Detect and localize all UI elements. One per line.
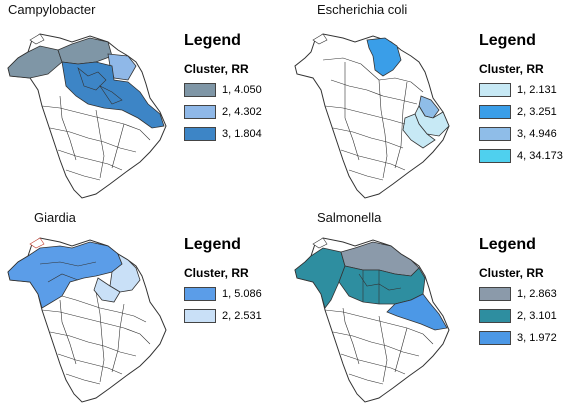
map-panel-campylobacter: Campylobacter Legend Cluster, RR 1, 4.05… bbox=[0, 0, 283, 204]
legend-swatch bbox=[479, 287, 511, 301]
legend-label: 3, 1.972 bbox=[517, 332, 557, 344]
legend-item: 3, 1.804 bbox=[184, 124, 262, 144]
legend-swatch bbox=[184, 127, 216, 141]
legend-label: 1, 2.863 bbox=[517, 288, 557, 300]
legend-swatch bbox=[479, 331, 511, 345]
legend-item: 3, 1.972 bbox=[479, 328, 557, 348]
legend-label: 2, 2.531 bbox=[222, 310, 262, 322]
legend-item: 2, 3.101 bbox=[479, 306, 557, 326]
legend-label: 3, 4.946 bbox=[517, 128, 557, 140]
legend-subtitle: Cluster, RR bbox=[184, 62, 249, 76]
map-panel-giardia: Giardia Legend Cluster, RR 1, 5.086 2, 2… bbox=[0, 204, 283, 408]
legend-swatch bbox=[184, 83, 216, 97]
legend-label: 1, 2.131 bbox=[517, 84, 557, 96]
legend-item: 1, 5.086 bbox=[184, 284, 262, 304]
panel-title: Giardia bbox=[34, 210, 76, 225]
panel-title: Escherichia coli bbox=[317, 2, 408, 17]
legend-subtitle: Cluster, RR bbox=[479, 266, 544, 280]
legend-label: 1, 4.050 bbox=[222, 84, 262, 96]
legend-swatch bbox=[479, 105, 511, 119]
region-map bbox=[294, 237, 450, 403]
legend-item: 2, 3.251 bbox=[479, 102, 563, 122]
legend-swatch bbox=[184, 287, 216, 301]
legend-label: 2, 4.302 bbox=[222, 106, 262, 118]
legend-swatch bbox=[184, 105, 216, 119]
legend-label: 2, 3.251 bbox=[517, 106, 557, 118]
region-map bbox=[7, 33, 167, 199]
legend-item: 2, 4.302 bbox=[184, 102, 262, 122]
region-map bbox=[294, 33, 450, 199]
legend-swatch bbox=[479, 149, 511, 163]
legend-label: 2, 3.101 bbox=[517, 310, 557, 322]
legend-item: 4, 34.173 bbox=[479, 146, 563, 166]
region-cluster-3 bbox=[61, 61, 165, 129]
legend-items: 1, 2.863 2, 3.101 3, 1.972 bbox=[479, 284, 557, 350]
legend-subtitle: Cluster, RR bbox=[184, 266, 249, 280]
map-panel-salmonella: Salmonella Legend Cluster, RR 1, 2.863 2… bbox=[283, 204, 566, 408]
legend-swatch bbox=[184, 309, 216, 323]
region-cluster-1 bbox=[402, 113, 436, 149]
legend-items: 1, 2.131 2, 3.251 3, 4.946 4, 34.173 bbox=[479, 80, 563, 168]
legend-title: Legend bbox=[184, 236, 241, 253]
legend-item: 1, 4.050 bbox=[184, 80, 262, 100]
legend-title: Legend bbox=[479, 32, 536, 49]
legend-items: 1, 5.086 2, 2.531 bbox=[184, 284, 262, 328]
legend-label: 1, 5.086 bbox=[222, 288, 262, 300]
legend-item: 1, 2.863 bbox=[479, 284, 557, 304]
legend-item: 1, 2.131 bbox=[479, 80, 563, 100]
legend-swatch bbox=[479, 127, 511, 141]
legend-item: 3, 4.946 bbox=[479, 124, 563, 144]
legend-title: Legend bbox=[479, 236, 536, 253]
panel-title: Campylobacter bbox=[8, 2, 96, 17]
legend-item: 2, 2.531 bbox=[184, 306, 262, 326]
region-cluster-2 bbox=[93, 277, 121, 303]
map-panel-escherichia-coli: Escherichia coli Legend Cluster, RR 1, 2… bbox=[283, 0, 566, 204]
region-cluster-1 bbox=[7, 45, 63, 79]
region-cluster-2 bbox=[366, 37, 402, 77]
legend-swatch bbox=[479, 309, 511, 323]
legend-title: Legend bbox=[184, 32, 241, 49]
legend-subtitle: Cluster, RR bbox=[479, 62, 544, 76]
region-cluster-3 bbox=[386, 293, 448, 331]
region-map bbox=[7, 237, 167, 403]
legend-label: 4, 34.173 bbox=[517, 150, 563, 162]
legend-items: 1, 4.050 2, 4.302 3, 1.804 bbox=[184, 80, 262, 146]
region-cluster-2 bbox=[109, 253, 141, 293]
legend-label: 3, 1.804 bbox=[222, 128, 262, 140]
panel-title: Salmonella bbox=[317, 210, 382, 225]
legend-swatch bbox=[479, 83, 511, 97]
